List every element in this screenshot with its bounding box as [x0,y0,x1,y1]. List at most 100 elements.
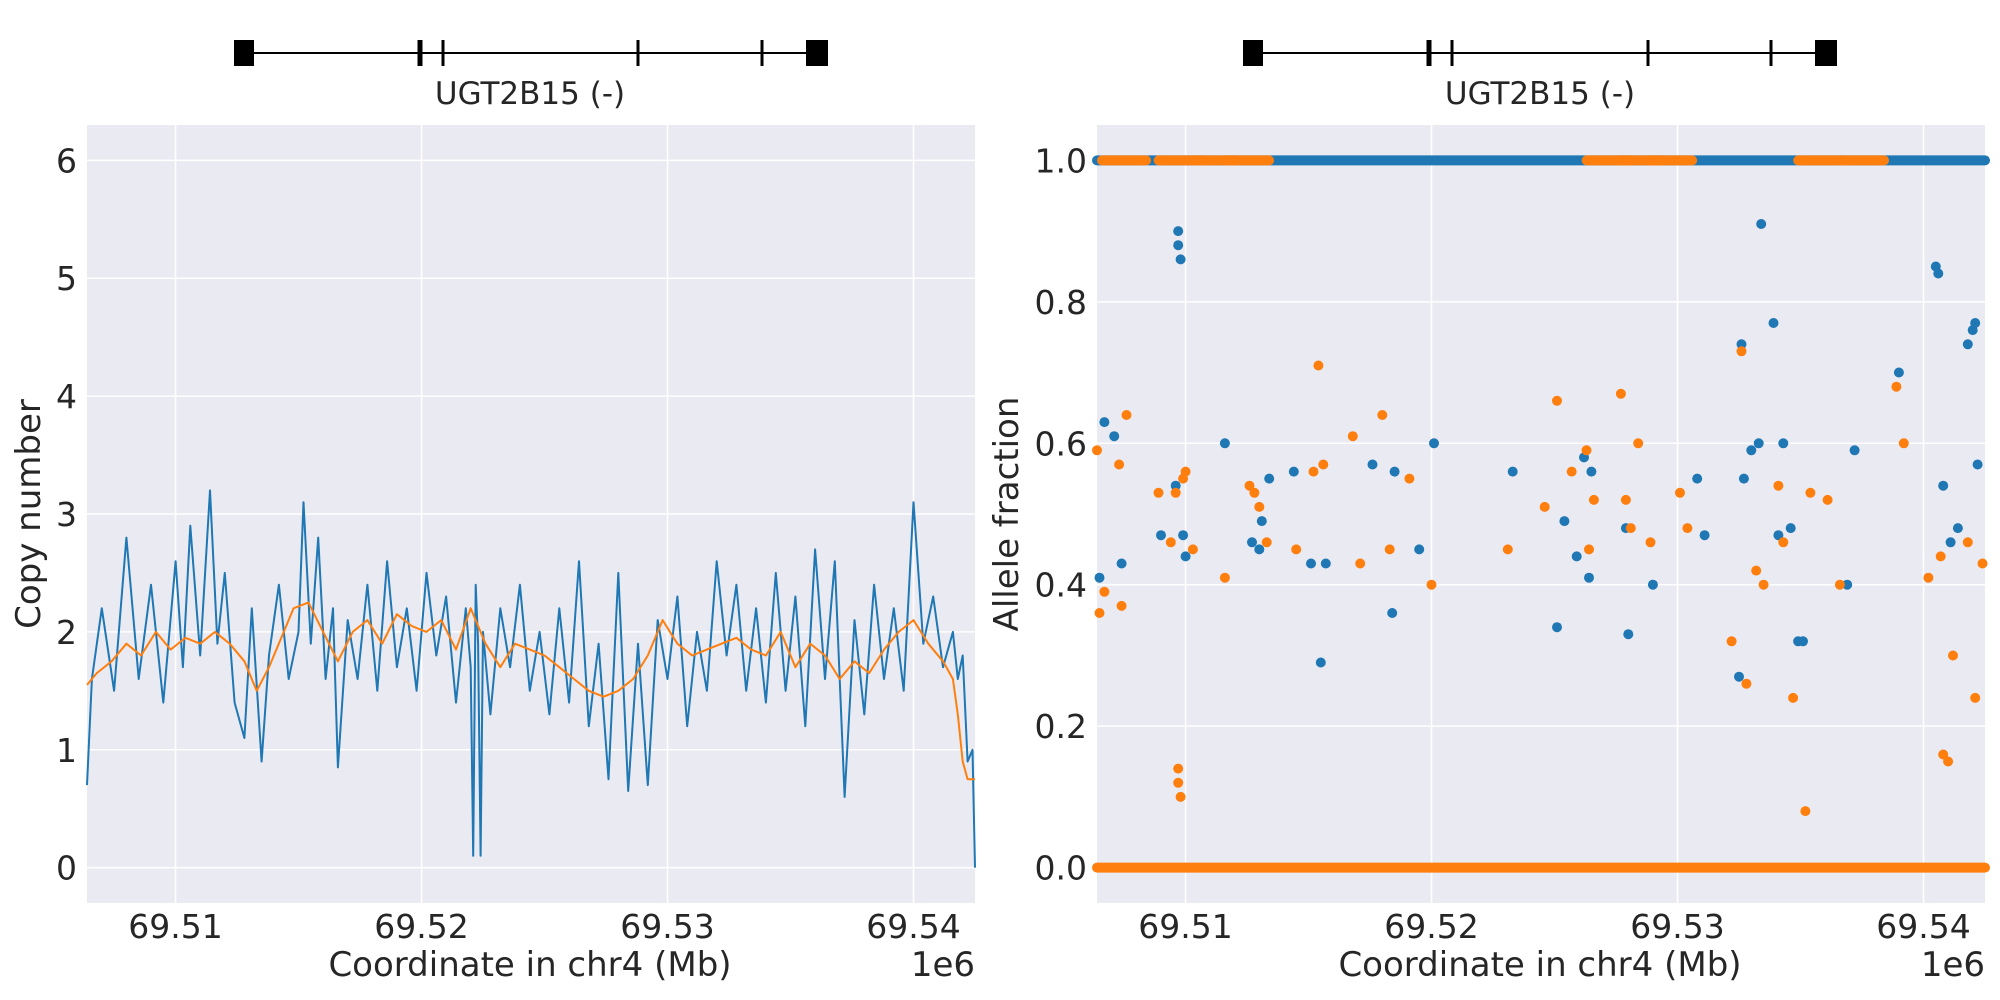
x-offset-text-left: 1e6 [911,945,975,985]
x-tick-label: 69.51 [128,907,222,946]
y-tick-label: 0 [56,849,77,888]
allele-point-orange [1948,650,1958,661]
gene-label-right: UGT2B15 (-) [1445,76,1635,112]
x-tick-label: 69.54 [866,907,960,946]
allele-point-blue [1315,657,1326,668]
allele-point-blue [1746,445,1757,456]
allele-point-blue [1170,480,1181,491]
allele-point-blue [1692,473,1703,484]
y-tick-labels-left: 0 1 2 3 4 5 6 [56,141,77,887]
allele-point-orange [1318,459,1329,470]
allele-point-blue [1945,537,1956,548]
allele-point-orange [1114,459,1125,470]
allele-point-blue [1962,339,1973,350]
allele-point-orange [1751,565,1762,576]
allele-point-orange [1898,438,1909,449]
allele-point-blue [1389,466,1400,477]
y-tick-label: 1 [56,731,77,770]
y-tick-label: 0.8 [1035,283,1087,322]
allele-point-blue [1256,516,1267,527]
x-tick-label: 69.51 [1138,907,1232,946]
copy-number-smoothed-line [86,601,975,781]
allele-point-blue [1798,636,1808,647]
allele-point-orange [1682,523,1693,534]
allele-point-orange [1384,544,1395,555]
gene-model-right [1243,40,1837,66]
allele-point-orange [1584,544,1594,555]
allele-point-blue [1219,438,1230,449]
allele-point-orange [1822,494,1833,505]
allele-point-blue [1175,254,1186,265]
allele-point-orange [1891,381,1902,392]
y-tick-label: 2 [56,613,77,652]
y-axis-label-left: Copy number [9,399,49,629]
y-tick-label: 0.0 [1035,849,1087,888]
allele-point-blue [1933,268,1944,279]
allele-point-orange [1355,558,1366,569]
x-axis-label-right: Coordinate in chr4 (Mb) [1338,945,1741,985]
allele-point-orange [1153,487,1164,498]
allele-point-blue [1773,530,1784,541]
allele-point-blue [1264,473,1275,484]
allele-point-blue [1849,445,1860,456]
x-tick-labels-left: 69.51 69.52 69.53 69.54 [128,907,960,946]
allele-point-blue [1893,367,1904,378]
allele-point-blue [1099,417,1110,428]
allele-point-orange [1244,480,1255,491]
allele-point-blue [1367,459,1378,470]
allele-point-orange [1347,431,1358,442]
allele-point-orange [1254,501,1265,512]
allele-point-orange [1962,537,1973,548]
allele-point-orange [1620,494,1631,505]
allele-point-blue [1507,466,1518,477]
allele-point-orange [1943,756,1954,767]
x-axis-label-left: Coordinate in chr4 (Mb) [328,945,731,985]
allele-point-blue [1571,551,1582,562]
allele-point-orange [1092,445,1102,456]
allele-point-orange [1935,551,1946,562]
allele-point-blue [1559,516,1570,527]
allele-point-blue [1306,558,1316,569]
allele-point-blue [1623,629,1634,640]
allele-point-orange [1291,544,1302,555]
y-tick-label: 1.0 [1035,141,1087,180]
allele-point-orange [1675,487,1685,498]
gene-label-left: UGT2B15 (-) [435,76,625,112]
allele-point-orange [1788,692,1799,703]
allele-point-blue [1952,523,1963,534]
copy-number-series [86,489,976,868]
allele-point-orange [1633,438,1644,449]
allele-point-blue [1320,558,1331,569]
allele-point-orange [1377,410,1388,420]
allele-point-blue [1778,438,1789,449]
allele-point-blue [1414,544,1425,555]
allele-point-blue [1156,530,1166,541]
allele-point-orange [1219,572,1230,583]
allele-point-orange [1116,600,1127,611]
x-tick-label: 69.53 [1630,907,1724,946]
allele-point-orange [1165,537,1176,548]
gene-model-left [234,40,828,66]
allele-point-blue [1584,572,1594,583]
x-tick-label: 69.52 [374,907,468,946]
allele-point-orange [1313,360,1324,371]
allele-point-orange [1588,494,1599,505]
allele-point-blue [1938,480,1949,491]
plot-area-right [1097,125,1985,903]
allele-point-orange [1615,388,1626,399]
allele-point-blue [1972,459,1983,470]
y-tick-label: 0.6 [1035,424,1087,463]
allele-point-blue [1178,530,1189,541]
allele-point-blue [1970,318,1981,328]
allele-point-blue [1842,579,1853,590]
allele-point-blue [1247,537,1257,548]
allele-point-orange [1805,487,1816,498]
allele-point-orange [1834,579,1845,590]
y-tick-label: 3 [56,495,77,534]
allele-point-orange [1938,749,1949,760]
allele-point-blue [1173,226,1184,237]
allele-point-orange [1773,480,1784,491]
allele-point-orange [1539,501,1550,512]
allele-point-orange [1741,678,1752,689]
